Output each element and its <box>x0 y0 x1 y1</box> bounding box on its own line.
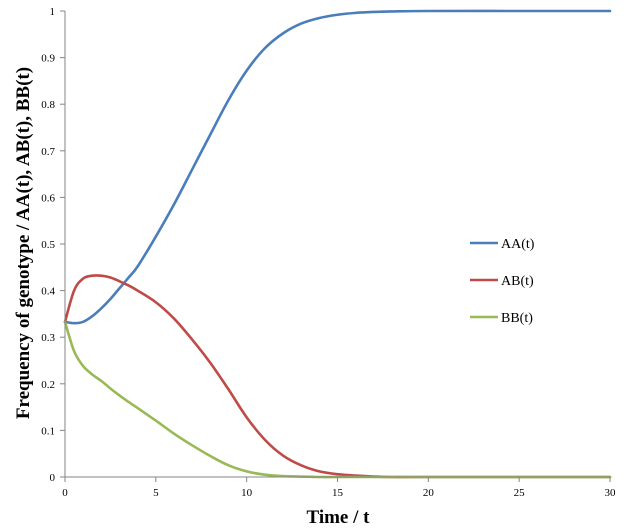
legend-label-bbt: BB(t) <box>501 311 533 326</box>
x-tick-label: 15 <box>332 487 344 499</box>
x-tick-label: 20 <box>423 487 435 499</box>
y-tick-label: 0 <box>50 472 56 484</box>
series-line-aat <box>63 9 612 325</box>
y-axis-title: Frequency of genotype / AA(t), AB(t), BB… <box>13 67 34 419</box>
legend-label-aat: AA(t) <box>501 237 535 252</box>
y-tick-label: 0.2 <box>41 379 55 391</box>
axes <box>60 10 611 482</box>
series-line-abt <box>63 274 612 479</box>
y-tick-label: 1 <box>50 6 56 18</box>
y-tick-label: 0.6 <box>41 192 55 204</box>
x-tick-label: 10 <box>241 487 253 499</box>
y-tick-label: 0.4 <box>41 286 55 298</box>
y-tick-label: 0.7 <box>41 146 55 158</box>
y-tick-label: 0.9 <box>41 53 55 65</box>
y-tick-label: 0.8 <box>41 99 55 111</box>
y-tick-label: 0.5 <box>41 239 55 251</box>
x-axis-title: Time / t <box>307 507 371 528</box>
x-tick-label: 5 <box>153 487 159 499</box>
y-tick-label: 0.1 <box>41 425 55 437</box>
series-line-bbt <box>63 320 612 479</box>
y-tick-label: 0.3 <box>41 332 55 344</box>
x-tick-label: 30 <box>605 487 617 499</box>
legend: AA(t) AB(t) BB(t) <box>470 237 535 326</box>
x-tick-label: 0 <box>62 487 68 499</box>
x-tick-label: 25 <box>514 487 526 499</box>
tick-labels: 00.10.20.30.40.50.60.70.80.910 5 10 15 20 25 3… <box>41 6 616 499</box>
legend-label-abt: AB(t) <box>501 274 534 289</box>
